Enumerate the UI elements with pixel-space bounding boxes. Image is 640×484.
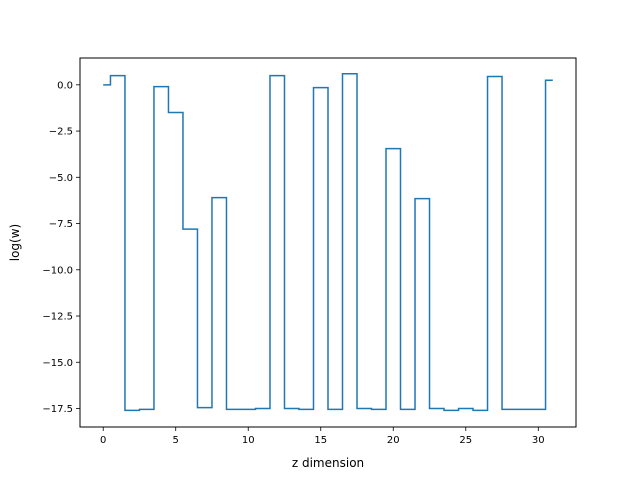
x-tick-label: 0: [100, 435, 106, 446]
y-tick-label: −7.5: [49, 219, 73, 230]
y-tick-label: 0.0: [57, 80, 73, 91]
y-tick-label: −2.5: [49, 127, 73, 138]
x-tick-label: 30: [532, 435, 545, 446]
y-tick-label: −15.0: [42, 358, 73, 369]
y-axis-label: log(w): [8, 224, 22, 261]
x-axis-label: z dimension: [292, 456, 364, 470]
x-tick-label: 5: [173, 435, 179, 446]
axes-frame: [79, 57, 577, 428]
y-tick-label: −12.5: [42, 312, 73, 323]
x-tick-label: 20: [387, 435, 400, 446]
y-tick-label: −10.0: [42, 265, 73, 276]
x-tick-label: 10: [242, 435, 255, 446]
series-line-0: [103, 72, 553, 412]
x-tick-label: 25: [459, 435, 472, 446]
y-tick-label: −5.0: [49, 173, 73, 184]
y-tick-label: −17.5: [42, 404, 73, 415]
x-tick-label: 15: [314, 435, 327, 446]
